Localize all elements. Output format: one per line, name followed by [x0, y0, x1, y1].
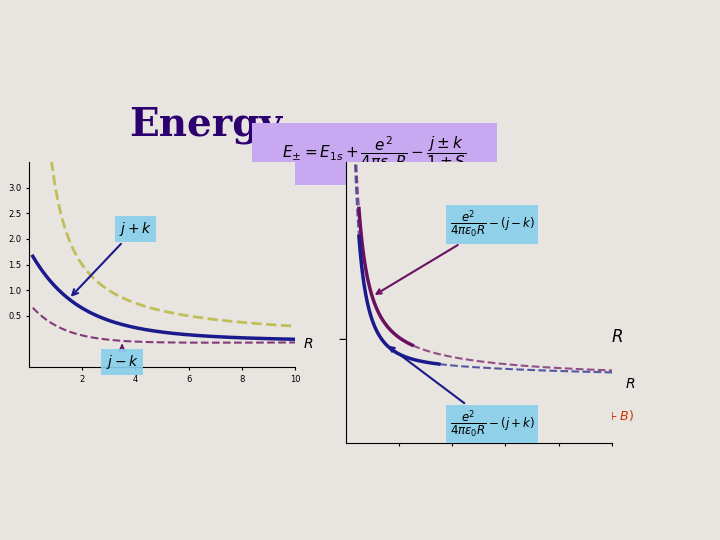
- Text: $R$: $R$: [625, 376, 636, 390]
- Text: $E_{\pm} = E_{1s} + \dfrac{e^2}{4\pi\varepsilon_0 R} - \dfrac{j \pm k}{1 \pm S}$: $E_{\pm} = E_{1s} + \dfrac{e^2}{4\pi\var…: [282, 135, 467, 173]
- Text: $\dfrac{e^2}{4\pi\varepsilon_0 R} - (j-k)$: $\dfrac{e^2}{4\pi\varepsilon_0 R} - (j-k…: [377, 208, 535, 294]
- Text: $\varphi_+ = N_+(A+B)$: $\varphi_+ = N_+(A+B)$: [536, 408, 635, 426]
- Text: $\dfrac{e^2}{4\pi\varepsilon_0 R}$: $\dfrac{e^2}{4\pi\varepsilon_0 R}$: [0, 539, 1, 540]
- FancyBboxPatch shape: [252, 123, 498, 185]
- Text: $\varphi_- = N_-(A-B)$: $\varphi_- = N_-(A-B)$: [387, 284, 485, 301]
- Text: anti-bonding: anti-bonding: [396, 302, 476, 315]
- Text: $j+k$: $j+k$: [72, 220, 152, 295]
- Text: $R$: $R$: [611, 329, 624, 346]
- Text: bonding: bonding: [531, 426, 581, 438]
- Text: $j-k$: $j-k$: [106, 346, 138, 371]
- Text: $R$: $R$: [303, 337, 313, 351]
- Text: Energy: Energy: [129, 106, 282, 144]
- Text: $-$: $-$: [337, 329, 351, 345]
- Text: $\dfrac{e^2}{4\pi\varepsilon_0 R} - (j+k)$: $\dfrac{e^2}{4\pi\varepsilon_0 R} - (j+k…: [390, 347, 535, 440]
